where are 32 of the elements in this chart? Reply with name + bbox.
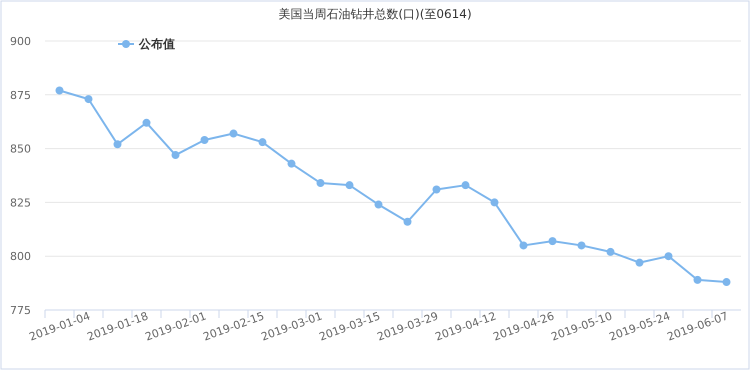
point <box>490 198 498 206</box>
y-tick-label: 775 <box>10 304 31 317</box>
point <box>114 140 122 148</box>
point <box>316 179 324 188</box>
y-tick-label: 900 <box>10 35 31 48</box>
point <box>694 276 702 284</box>
y-tick-label: 850 <box>10 142 31 156</box>
point <box>56 86 64 94</box>
y-tick-label: 875 <box>10 88 31 102</box>
point <box>84 95 92 104</box>
point <box>432 185 440 194</box>
point <box>664 252 672 260</box>
y-tick-label: 825 <box>10 196 31 210</box>
point <box>172 151 180 160</box>
point <box>230 130 238 138</box>
point <box>548 237 556 246</box>
point <box>462 181 470 190</box>
point <box>578 241 586 250</box>
point <box>636 258 644 267</box>
point <box>142 118 150 127</box>
legend-label: 公布值 <box>138 37 175 51</box>
point <box>520 241 528 250</box>
point <box>374 200 382 209</box>
point <box>200 136 208 144</box>
point <box>288 160 296 168</box>
point <box>722 278 730 286</box>
point <box>258 138 266 146</box>
y-tick-label: 800 <box>10 250 31 264</box>
chart-title: 美国当周石油钻井总数(口)(至0614) <box>278 7 472 21</box>
point <box>606 248 614 256</box>
point <box>346 181 354 190</box>
point <box>404 218 412 226</box>
